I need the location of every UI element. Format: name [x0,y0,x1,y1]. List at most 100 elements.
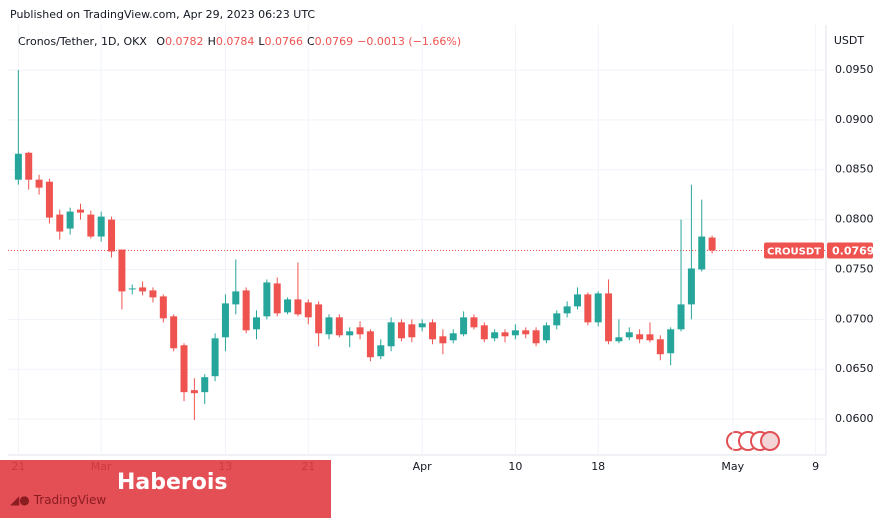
candle [87,210,95,239]
candle [45,178,53,224]
candle [501,329,509,343]
candle [553,310,561,330]
candle-body [325,317,333,335]
candle-body [584,294,592,323]
candle [677,219,685,332]
candle [460,311,468,337]
candle-body [511,330,519,336]
candle-body [439,336,447,344]
candle [563,301,571,318]
candle-body [45,181,53,218]
candle-body [418,323,426,328]
candle [687,184,695,320]
candle-body [97,216,105,237]
candle [573,287,581,310]
candle-body [56,214,64,232]
y-tick-label: 0.0600 [835,412,874,425]
candle-body [594,293,602,323]
candle [429,319,437,345]
candle-body [335,317,343,336]
price-label: 0.0769 [832,245,874,258]
candle-body [139,287,147,292]
candle-body [346,331,354,336]
candle [366,329,374,362]
candle-body [66,211,74,229]
published-note: Published on TradingView.com, Apr 29, 20… [10,8,316,21]
candle-body [522,330,530,335]
candle-body [646,334,654,341]
candle-body [408,324,416,338]
candle-body [25,152,33,180]
candle-body [573,294,581,307]
ohlc-value: 0.0769 [314,35,354,48]
candle-body [242,290,250,331]
ohlc-label: L [258,35,265,48]
y-tick-label: 0.0900 [835,113,874,126]
candle-body [253,317,261,330]
candle-body [221,303,229,338]
candle [242,287,250,334]
candle-body [149,290,157,298]
candle-body [553,313,561,326]
change-label: −0.0013 (−1.66%) [357,35,462,48]
candle-body [636,334,644,340]
candle [149,287,157,303]
candle [25,151,33,190]
y-tick-label: 0.0750 [835,262,874,275]
candle [221,294,229,352]
candle-body [211,338,219,377]
candle [377,339,385,360]
candle [66,207,74,235]
candle [470,314,478,330]
candle-body [273,283,281,314]
candle [532,327,540,347]
y-tick-label: 0.0700 [835,312,874,325]
candle [201,374,209,405]
candle [408,319,416,343]
candle [605,279,613,345]
candle [159,294,167,323]
candle-body [263,282,271,317]
candle [315,301,323,347]
candle [636,329,644,344]
candle [646,322,654,343]
price-tag-name: CROUSDT [767,247,821,258]
candle-body [449,333,457,341]
ohlc-label: H [207,35,216,48]
candle-body [304,302,312,318]
candle [511,324,519,340]
watermark-text: Haberois [117,470,228,495]
candle-body [460,317,468,335]
candle [35,174,43,195]
candle [128,284,136,295]
x-tick-label: May [721,460,744,473]
candle [667,327,675,366]
candle-body [170,316,178,349]
candle [449,329,457,344]
candle-body [491,332,499,339]
logo: ◢● TradingView [10,493,107,507]
price-tag-box [764,242,824,259]
y-tick-label: 0.0950 [835,63,874,76]
candle [594,291,602,327]
ohlc-value: 0.0766 [264,35,303,48]
candle-body [190,390,198,394]
candle [480,322,488,343]
price-label-box [827,242,873,259]
candle [615,319,623,344]
candle-body [532,330,540,344]
candle [356,321,364,340]
candle-body [480,325,488,340]
candle [522,327,530,339]
candle [56,209,64,240]
candle-body [315,304,323,334]
candle [325,314,333,340]
candle [118,249,126,310]
ohlc-value: 0.0782 [165,35,204,48]
y-tick-label: 0.0800 [835,213,874,226]
candle-body [356,327,364,335]
candle-body [159,296,167,319]
symbol-legend: Cronos/Tether, 1D, OKX O0.0782 H0.0784 L0.… [18,35,461,48]
